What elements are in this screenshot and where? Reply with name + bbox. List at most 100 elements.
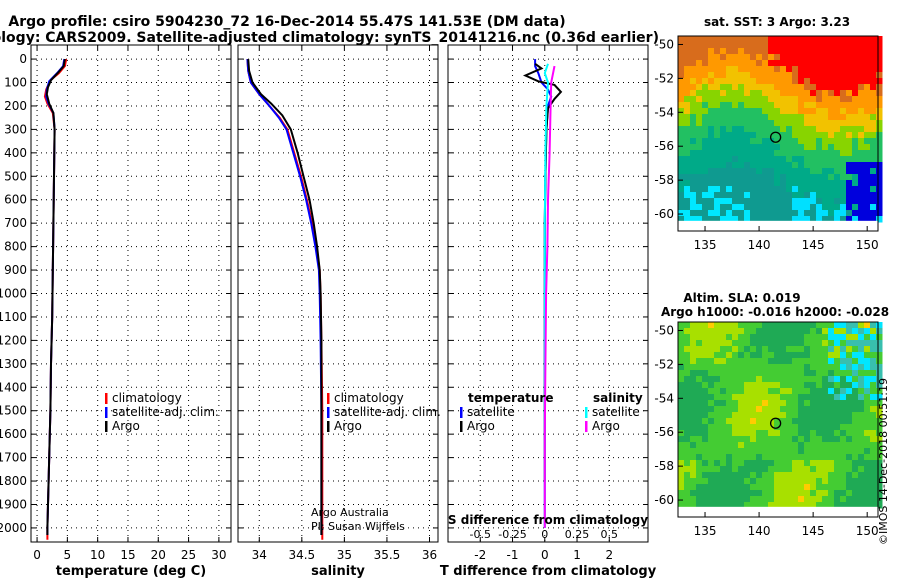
map-pixel — [714, 502, 721, 509]
map-pixel — [864, 478, 871, 485]
map-pixel — [756, 162, 763, 169]
salinity-legend-swatch — [327, 421, 330, 432]
map-pixel — [768, 496, 775, 503]
map-pixel — [834, 198, 841, 205]
map-pixel — [864, 388, 871, 395]
map-pixel — [846, 198, 853, 205]
map-pixel — [870, 48, 877, 55]
map-pixel — [768, 346, 775, 353]
map-pixel — [732, 36, 739, 43]
map-pixel — [684, 90, 691, 97]
map-pixel — [798, 210, 805, 217]
map-pixel — [696, 54, 703, 61]
map-pixel — [702, 198, 709, 205]
map-pixel — [690, 382, 697, 389]
map-pixel — [726, 400, 733, 407]
map-pixel — [876, 472, 883, 479]
map-pixel — [768, 192, 775, 199]
map-pixel — [744, 328, 751, 335]
map-pixel — [864, 322, 871, 329]
map-pixel — [852, 322, 859, 329]
map-pixel — [846, 42, 853, 49]
map-pixel — [834, 66, 841, 73]
x-tick-label: 30 — [211, 548, 226, 562]
map-pixel — [684, 48, 691, 55]
map-pixel — [768, 174, 775, 181]
map-pixel — [786, 376, 793, 383]
map-pixel — [696, 150, 703, 157]
map-pixel — [756, 346, 763, 353]
map-pixel — [798, 48, 805, 55]
map-pixel — [732, 490, 739, 497]
map-pixel — [798, 114, 805, 121]
map-pixel — [738, 448, 745, 455]
map-pixel — [696, 216, 703, 223]
map-pixel — [762, 472, 769, 479]
map-pixel — [726, 466, 733, 473]
map-pixel — [834, 90, 841, 97]
map-pixel — [750, 430, 757, 437]
map-pixel — [828, 466, 835, 473]
map-pixel — [852, 490, 859, 497]
map-pixel — [828, 346, 835, 353]
map-pixel — [720, 60, 727, 67]
map-pixel — [684, 156, 691, 163]
map-pixel — [708, 400, 715, 407]
map-pixel — [852, 144, 859, 151]
map-pixel — [690, 340, 697, 347]
map-pixel — [732, 340, 739, 347]
map-pixel — [792, 418, 799, 425]
map-pixel — [726, 322, 733, 329]
map-pixel — [732, 120, 739, 127]
map-pixel — [690, 60, 697, 67]
map-pixel — [720, 78, 727, 85]
map-pixel — [726, 460, 733, 467]
map-pixel — [762, 90, 769, 97]
map-pixel — [798, 108, 805, 115]
map-pixel — [828, 198, 835, 205]
map-pixel — [816, 382, 823, 389]
map-pixel — [696, 490, 703, 497]
x-tick-label: -2 — [474, 548, 486, 562]
map-pixel — [690, 484, 697, 491]
map-pixel — [840, 162, 847, 169]
map-pixel — [804, 198, 811, 205]
map-pixel — [720, 90, 727, 97]
map-pixel — [870, 472, 877, 479]
map-pixel — [744, 72, 751, 79]
map-pixel — [756, 90, 763, 97]
map-pixel — [846, 54, 853, 61]
map-pixel — [846, 186, 853, 193]
map-pixel — [852, 192, 859, 199]
map-pixel — [858, 114, 865, 121]
map-pixel — [822, 496, 829, 503]
map-pixel — [696, 138, 703, 145]
map-pixel — [846, 90, 853, 97]
map-pixel — [774, 126, 781, 133]
map-pixel — [678, 150, 685, 157]
map-pixel — [768, 460, 775, 467]
map-pixel — [768, 436, 775, 443]
map-pixel — [756, 352, 763, 359]
map-pixel — [816, 334, 823, 341]
map-pixel — [840, 66, 847, 73]
map-pixel — [822, 168, 829, 175]
map-pixel — [678, 216, 685, 223]
map-pixel — [780, 448, 787, 455]
map-pixel — [786, 406, 793, 413]
map-pixel — [696, 382, 703, 389]
map-pixel — [810, 174, 817, 181]
map-pixel — [684, 478, 691, 485]
map-pixel — [744, 406, 751, 413]
map-pixel — [876, 132, 883, 139]
map-pixel — [756, 334, 763, 341]
map-pixel — [774, 358, 781, 365]
map-pixel — [840, 406, 847, 413]
map-pixel — [864, 114, 871, 121]
map-pixel — [792, 180, 799, 187]
map-pixel — [726, 424, 733, 431]
map-pixel — [798, 66, 805, 73]
map-pixel — [726, 96, 733, 103]
map-pixel — [816, 472, 823, 479]
